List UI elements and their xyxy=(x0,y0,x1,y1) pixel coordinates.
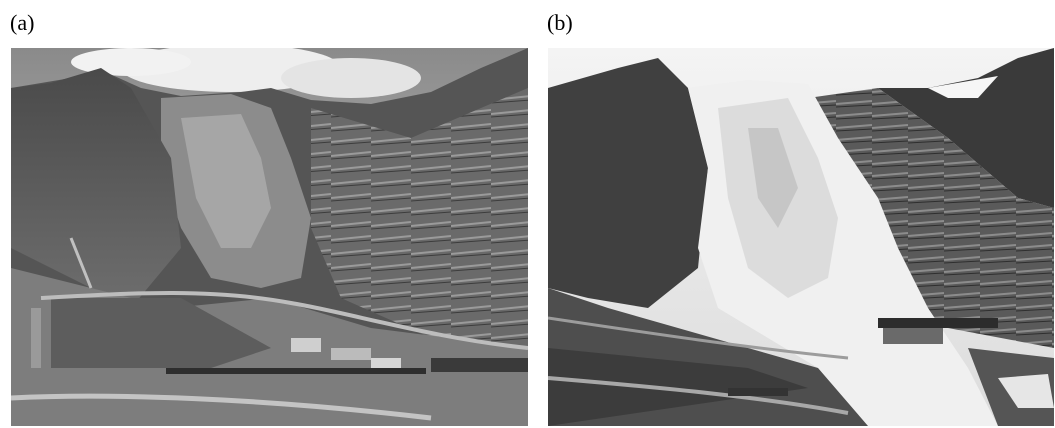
photo-b-image xyxy=(548,48,1054,426)
photo-a-image xyxy=(11,48,528,426)
photo-panel-a xyxy=(11,48,528,426)
photo-panel-b xyxy=(548,48,1054,426)
panel-label-a: (a) xyxy=(10,10,35,35)
panel-label-b: (b) xyxy=(547,10,573,35)
